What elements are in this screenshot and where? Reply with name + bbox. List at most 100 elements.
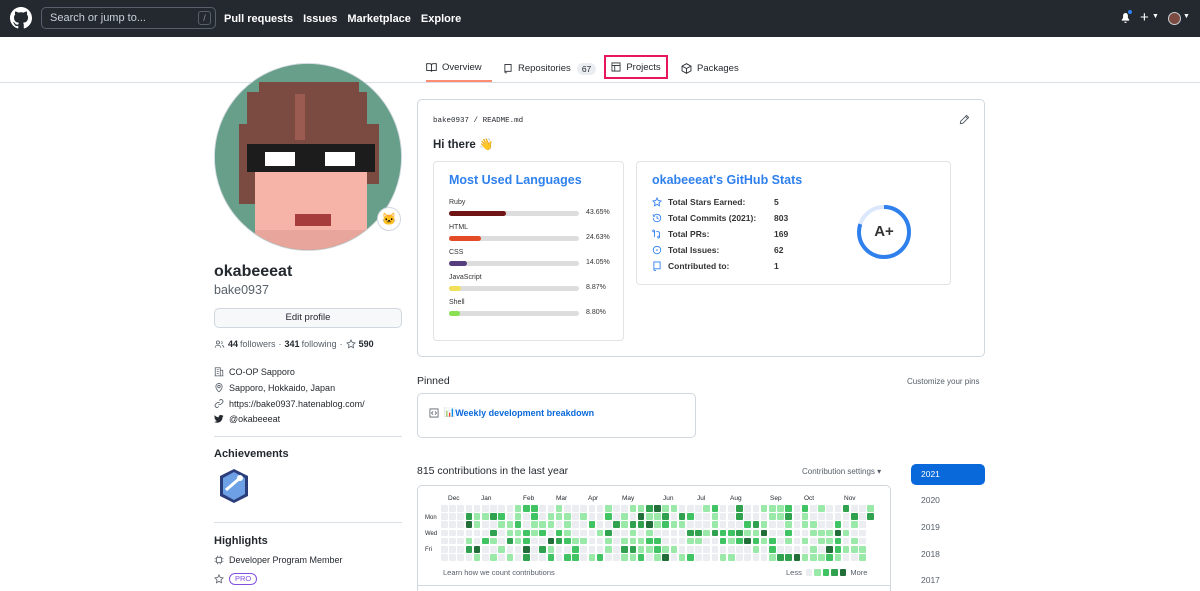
- contribution-day-cell[interactable]: [580, 513, 587, 520]
- contribution-day-cell[interactable]: [646, 537, 653, 545]
- contribution-day-cell[interactable]: [719, 529, 727, 537]
- contribution-day-cell[interactable]: [810, 505, 817, 512]
- contribution-day-cell[interactable]: [793, 505, 801, 512]
- contribution-day-cell[interactable]: [596, 513, 604, 520]
- contribution-day-cell[interactable]: [514, 546, 522, 553]
- contribution-day-cell[interactable]: [531, 529, 538, 537]
- contribution-day-cell[interactable]: [465, 529, 473, 537]
- contribution-day-cell[interactable]: [441, 505, 448, 512]
- contribution-day-cell[interactable]: [498, 546, 505, 553]
- year-2019[interactable]: 2019: [921, 522, 940, 532]
- contribution-day-cell[interactable]: [785, 513, 792, 520]
- contribution-day-cell[interactable]: [547, 537, 555, 545]
- contribution-day-cell[interactable]: [769, 554, 776, 561]
- website-link[interactable]: https://bake0937.hatenablog.com/: [229, 398, 365, 409]
- contribution-day-cell[interactable]: [769, 529, 776, 537]
- contribution-day-cell[interactable]: [490, 521, 497, 528]
- nav-pull-requests[interactable]: Pull requests: [224, 12, 294, 25]
- contribution-day-cell[interactable]: [572, 521, 579, 528]
- contribution-day-cell[interactable]: [654, 505, 661, 512]
- contribution-day-cell[interactable]: [728, 513, 735, 520]
- contribution-day-cell[interactable]: [539, 537, 546, 545]
- contribution-day-cell[interactable]: [711, 513, 719, 520]
- nav-marketplace[interactable]: Marketplace: [347, 12, 411, 25]
- contribution-day-cell[interactable]: [539, 529, 546, 537]
- contribution-day-cell[interactable]: [695, 554, 702, 561]
- contribution-day-cell[interactable]: [588, 537, 596, 545]
- contribution-day-cell[interactable]: [572, 505, 579, 512]
- contribution-day-cell[interactable]: [473, 554, 481, 561]
- contribution-day-cell[interactable]: [498, 529, 505, 537]
- contribution-day-cell[interactable]: [457, 546, 464, 553]
- contribution-day-cell[interactable]: [801, 529, 809, 537]
- contribution-day-cell[interactable]: [744, 505, 751, 512]
- contribution-day-cell[interactable]: [760, 537, 768, 545]
- contribution-day-cell[interactable]: [760, 546, 768, 553]
- contribution-day-cell[interactable]: [719, 546, 727, 553]
- contribution-day-cell[interactable]: [777, 546, 784, 553]
- contribution-day-cell[interactable]: [842, 554, 850, 561]
- contribution-day-cell[interactable]: [859, 546, 866, 553]
- contribution-day-cell[interactable]: [572, 529, 579, 537]
- status-emoji-button[interactable]: 🐱: [377, 207, 401, 231]
- contribution-day-cell[interactable]: [441, 537, 448, 545]
- contribution-day-cell[interactable]: [859, 513, 866, 520]
- contribution-day-cell[interactable]: [465, 505, 473, 512]
- pinned-item-title[interactable]: Weekly development breakdown: [455, 407, 595, 418]
- contribution-day-cell[interactable]: [851, 513, 858, 520]
- contribution-day-cell[interactable]: [670, 505, 678, 512]
- contribution-day-cell[interactable]: [506, 513, 514, 520]
- contribution-day-cell[interactable]: [769, 537, 776, 545]
- pencil-icon[interactable]: [959, 114, 970, 125]
- contribution-day-cell[interactable]: [769, 513, 776, 520]
- following-count[interactable]: 341: [284, 339, 300, 349]
- contribution-day-cell[interactable]: [826, 513, 833, 520]
- contribution-day-cell[interactable]: [851, 537, 858, 545]
- contribution-day-cell[interactable]: [785, 554, 792, 561]
- contribution-day-cell[interactable]: [621, 554, 628, 561]
- contribution-day-cell[interactable]: [621, 546, 628, 553]
- contribution-day-cell[interactable]: [736, 546, 743, 553]
- contribution-day-cell[interactable]: [711, 521, 719, 528]
- contribution-day-cell[interactable]: [810, 513, 817, 520]
- contribution-day-cell[interactable]: [744, 546, 751, 553]
- contribution-day-cell[interactable]: [605, 546, 612, 553]
- contribution-day-cell[interactable]: [662, 554, 669, 561]
- contribution-day-cell[interactable]: [629, 537, 637, 545]
- contribution-day-cell[interactable]: [670, 546, 678, 553]
- achievement-badge-icon[interactable]: [218, 468, 250, 504]
- contribution-day-cell[interactable]: [744, 554, 751, 561]
- contribution-day-cell[interactable]: [752, 513, 760, 520]
- contribution-day-cell[interactable]: [547, 505, 555, 512]
- contribution-day-cell[interactable]: [703, 521, 710, 528]
- contribution-settings-dropdown[interactable]: Contribution settings ▾: [802, 467, 882, 476]
- contribution-day-cell[interactable]: [859, 529, 866, 537]
- contribution-day-cell[interactable]: [449, 513, 456, 520]
- contribution-day-cell[interactable]: [572, 537, 579, 545]
- contribution-day-cell[interactable]: [719, 521, 727, 528]
- contribution-day-cell[interactable]: [572, 546, 579, 553]
- contribution-day-cell[interactable]: [441, 529, 448, 537]
- contribution-day-cell[interactable]: [490, 546, 497, 553]
- contribution-day-cell[interactable]: [826, 554, 833, 561]
- contribution-day-cell[interactable]: [851, 529, 858, 537]
- contribution-day-cell[interactable]: [621, 505, 628, 512]
- contribution-day-cell[interactable]: [555, 505, 563, 512]
- year-2018[interactable]: 2018: [921, 549, 940, 559]
- contribution-day-cell[interactable]: [793, 537, 801, 545]
- contribution-day-cell[interactable]: [646, 521, 653, 528]
- contribution-day-cell[interactable]: [695, 513, 702, 520]
- contribution-day-cell[interactable]: [670, 554, 678, 561]
- contribution-day-cell[interactable]: [449, 537, 456, 545]
- contribution-day-cell[interactable]: [457, 529, 464, 537]
- contribution-day-cell[interactable]: [695, 505, 702, 512]
- contribution-day-cell[interactable]: [580, 529, 587, 537]
- search-input[interactable]: Search or jump to... /: [41, 7, 216, 29]
- contribution-day-cell[interactable]: [596, 521, 604, 528]
- contribution-day-cell[interactable]: [719, 513, 727, 520]
- contribution-day-cell[interactable]: [859, 521, 866, 528]
- contribution-day-cell[interactable]: [523, 554, 530, 561]
- contribution-day-cell[interactable]: [842, 546, 850, 553]
- contribution-day-cell[interactable]: [531, 521, 538, 528]
- contribution-day-cell[interactable]: [834, 505, 842, 512]
